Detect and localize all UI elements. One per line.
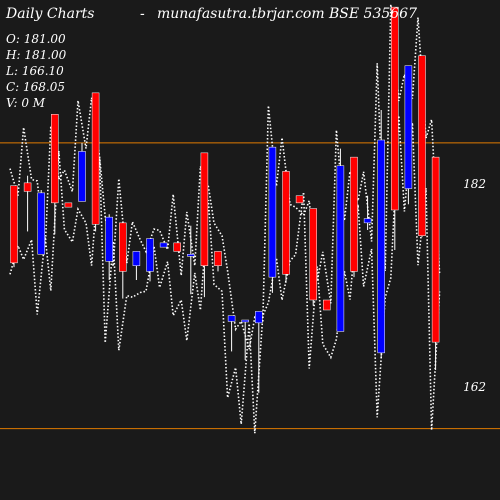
candle — [295, 195, 304, 204]
candle — [132, 251, 141, 280]
candle — [282, 171, 290, 283]
candle-body — [227, 315, 236, 322]
candle-body — [418, 55, 426, 236]
high-value: H: 181.00 — [6, 48, 67, 62]
candle-body — [363, 218, 372, 224]
candle — [187, 225, 195, 295]
candle-body — [295, 195, 304, 204]
close-value: C: 168.05 — [6, 80, 66, 94]
low-value: L: 166.10 — [6, 64, 64, 78]
candle-body — [350, 156, 358, 272]
candle-body — [173, 242, 181, 252]
candle-body — [51, 114, 59, 204]
candle-body — [431, 156, 440, 343]
level-lines — [0, 142, 500, 430]
candle-body — [391, 6, 399, 211]
candle — [309, 208, 317, 306]
candle-body — [187, 254, 195, 257]
candle — [173, 242, 181, 252]
candle-body — [78, 151, 86, 202]
candle-body — [241, 319, 249, 323]
candle-body — [64, 202, 73, 208]
candle — [64, 202, 73, 208]
stock-symbol: BSE 535667 — [329, 6, 417, 22]
candle — [241, 319, 249, 360]
candle-body — [268, 146, 277, 278]
candle — [10, 185, 18, 268]
candle-body — [132, 251, 141, 266]
candle — [51, 114, 59, 235]
candle — [146, 238, 154, 282]
candle — [23, 175, 32, 232]
candle-body — [23, 182, 32, 192]
candle-body — [214, 251, 222, 266]
candle-body — [255, 311, 263, 324]
level-label-182: 182 — [463, 177, 486, 191]
candle-body — [282, 171, 290, 275]
candle — [227, 315, 236, 352]
candle — [255, 311, 263, 393]
site-name: munafasutra.tbrjar.com — [157, 6, 325, 22]
candle — [363, 195, 372, 230]
candle — [391, 6, 399, 250]
candle — [91, 92, 100, 232]
candle — [37, 190, 45, 255]
candle-body — [309, 208, 317, 301]
candle — [418, 55, 426, 238]
candle-body — [37, 192, 45, 255]
candle — [377, 110, 385, 358]
candle — [119, 222, 127, 299]
overlay-lines — [9, 4, 441, 434]
candle-body — [105, 216, 113, 262]
candle-body — [377, 139, 385, 354]
level-label-162: 162 — [463, 380, 486, 394]
candles — [10, 6, 440, 393]
candle — [268, 146, 277, 293]
candle-body — [10, 185, 18, 264]
candle-body — [404, 65, 413, 189]
chart-title: Daily Charts — [6, 6, 95, 22]
candle — [105, 214, 113, 280]
candle-body — [91, 92, 100, 225]
candle-body — [336, 165, 345, 332]
candle — [350, 156, 358, 278]
lower-dotted-line — [9, 115, 441, 434]
candle-body — [200, 152, 209, 266]
candle — [431, 156, 440, 370]
candle-body — [159, 242, 168, 248]
open-value: O: 181.00 — [6, 32, 66, 46]
candle-body — [323, 299, 331, 311]
candle — [323, 299, 331, 311]
candle — [159, 242, 168, 248]
candle — [200, 152, 209, 298]
candle-body — [119, 222, 127, 272]
ohlc-readout: O: 181.00 H: 181.00 L: 166.10 C: 168.05 … — [6, 31, 66, 111]
upper-dotted-line — [9, 4, 441, 350]
header-separator: - — [140, 6, 145, 22]
candle-body — [146, 238, 154, 272]
volume-value: V: 0 M — [6, 96, 46, 110]
candle — [78, 142, 86, 202]
candle — [336, 148, 345, 332]
candle — [214, 251, 222, 272]
candle — [404, 65, 413, 205]
